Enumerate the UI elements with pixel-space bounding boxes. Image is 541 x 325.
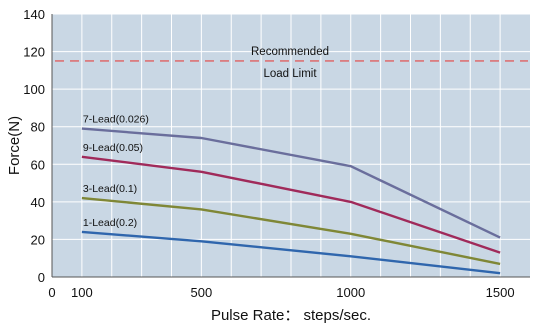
x-tick-label: 500	[191, 285, 213, 300]
series-line-1	[81, 127, 501, 239]
x-tick-label: 0	[48, 285, 55, 300]
y-tick-label: 120	[23, 45, 45, 60]
x-tick-label: 1500	[486, 285, 515, 300]
y-tick-label: 0	[38, 270, 45, 285]
reference-label-line2: Load Limit	[263, 68, 317, 80]
y-tick-label: 40	[31, 195, 45, 210]
y-tick-label: 60	[31, 157, 45, 172]
series-labels: 7-Lead(0.026) 9-Lead(0.05) 3-Lead(0.1) 1-Le…	[83, 114, 149, 229]
axes: 0 20 40 60 80 100 120 140 0 100 500 1000 1500	[23, 7, 530, 300]
x-tick-label: 100	[71, 285, 93, 300]
y-tick-label: 140	[23, 7, 45, 22]
series-label-1: 7-Lead(0.026)	[83, 114, 149, 126]
series-label-3: 3-Lead(0.1)	[83, 183, 137, 195]
y-tick-label: 100	[23, 82, 45, 97]
series-label-2: 9-Lead(0.05)	[83, 142, 143, 154]
series-label-4: 1-Lead(0.2)	[83, 217, 137, 229]
x-tick-label: 1000	[336, 285, 365, 300]
reference-line-group: Recommended Load Limit	[55, 46, 528, 80]
x-axis-title: Pulse Rate： steps/sec.	[211, 307, 371, 324]
y-axis-title: Force(N)	[6, 116, 23, 175]
series-line-2	[81, 155, 501, 254]
y-tick-label: 80	[31, 120, 45, 135]
series-line-3	[81, 196, 501, 266]
series-group	[81, 127, 501, 275]
series-line-4	[81, 230, 501, 275]
y-tick-label: 20	[31, 232, 45, 247]
reference-label-line1: Recommended	[251, 46, 329, 58]
